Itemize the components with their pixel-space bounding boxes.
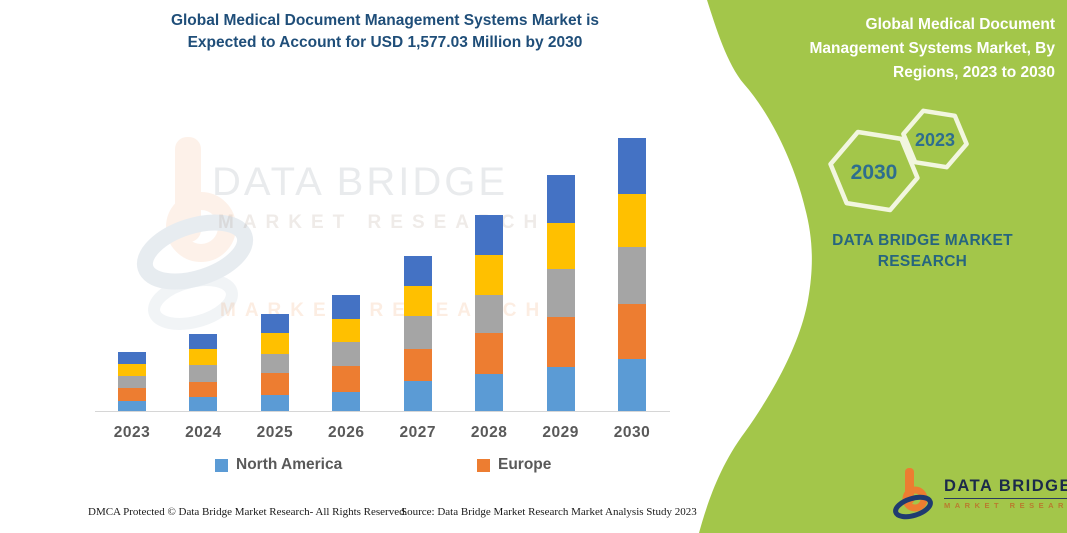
bar-segment-2024-north-america — [189, 396, 218, 411]
bar-segment-2026-europe — [332, 366, 361, 392]
bar-segment-2027-unlabeled-gray-region — [403, 315, 432, 350]
hexagon-2030 — [828, 129, 920, 213]
side-panel-heading: Global Medical Document Management Syste… — [809, 16, 1055, 81]
bar-segment-2024-unlabeled-gray-region — [189, 365, 218, 382]
bar-segment-2026-north-america — [332, 391, 361, 411]
bar-segment-2028-unlabeled-dark-blue-region — [475, 215, 504, 256]
bar-segment-2025-north-america — [260, 395, 289, 411]
bar-segment-2023-unlabeled-yellow-region — [118, 364, 146, 376]
logo-subtext: MARKET RESEARCH — [944, 500, 1067, 510]
bar-2030 — [618, 138, 646, 411]
bar-segment-2028-europe — [475, 333, 504, 374]
bar-2029 — [546, 175, 575, 411]
legend-label-europe: Europe — [498, 456, 552, 473]
hexagon-2023 — [901, 108, 969, 170]
bar-segment-2030-unlabeled-gray-region — [618, 247, 646, 305]
bar-segment-2023-europe — [118, 387, 146, 401]
legend-label-north-america: North America — [236, 456, 343, 473]
hexagon-year-2023: 2023 — [915, 130, 955, 150]
bar-segment-2029-unlabeled-yellow-region — [546, 223, 575, 270]
bar-segment-2029-unlabeled-gray-region — [546, 269, 575, 318]
legend-item-north-america: North America — [215, 456, 342, 474]
bar-segment-2026-unlabeled-yellow-region — [332, 319, 361, 342]
x-axis-labels: 2023 2024 2025 2026 2027 2028 2029 2030 — [95, 424, 670, 448]
bar-segment-2029-unlabeled-dark-blue-region — [546, 175, 575, 224]
bar-segment-2030-north-america — [618, 359, 646, 411]
bar-2027 — [403, 256, 432, 411]
bar-segment-2026-unlabeled-gray-region — [332, 341, 361, 367]
x-axis-label-2026: 2026 — [328, 424, 365, 441]
bar-segment-2028-north-america — [475, 373, 504, 411]
bar-2024 — [189, 334, 218, 411]
bar-2025 — [260, 313, 289, 411]
footer-source: Source: Data Bridge Market Research Mark… — [401, 506, 697, 518]
side-panel-brand-text: DATA BRIDGE MARKET RESEARCH — [832, 232, 1013, 270]
bar-segment-2027-unlabeled-yellow-region — [403, 286, 432, 316]
bar-segment-2030-unlabeled-dark-blue-region — [618, 138, 646, 195]
hexagon-years-graphic: 2023 2030 — [828, 108, 969, 213]
chart-title-line1: Global Medical Document Management Syste… — [170, 12, 600, 29]
bar-segment-2024-unlabeled-dark-blue-region — [189, 334, 218, 349]
bar-segment-2030-europe — [618, 304, 646, 360]
bar-segment-2027-europe — [403, 349, 432, 381]
x-axis-label-2029: 2029 — [542, 424, 579, 441]
legend-swatch-north-america — [215, 458, 228, 472]
stacked-bar-plot — [95, 130, 670, 411]
bar-segment-2023-unlabeled-gray-region — [118, 375, 146, 388]
x-axis-label-2024: 2024 — [185, 424, 222, 441]
x-axis-line — [95, 411, 670, 412]
bar-segment-2027-unlabeled-dark-blue-region — [403, 256, 432, 287]
bar-segment-2024-europe — [189, 381, 218, 397]
bar-2028 — [475, 215, 504, 411]
databridge-logo-mark — [893, 468, 933, 520]
hexagon-year-2030: 2030 — [851, 161, 898, 184]
bar-segment-2025-unlabeled-gray-region — [260, 354, 289, 374]
bar-segment-2027-north-america — [403, 380, 432, 411]
logo-name-text: DATA BRIDGE — [944, 477, 1067, 499]
bar-segment-2029-north-america — [546, 366, 575, 411]
x-axis-label-2023: 2023 — [113, 424, 151, 441]
bar-segment-2023-north-america — [118, 400, 146, 411]
bar-segment-2024-unlabeled-yellow-region — [189, 348, 218, 366]
bar-segment-2025-unlabeled-dark-blue-region — [260, 313, 289, 334]
bar-segment-2028-unlabeled-yellow-region — [475, 255, 504, 296]
x-axis-label-2025: 2025 — [256, 424, 294, 441]
bar-segment-2023-unlabeled-dark-blue-region — [118, 352, 146, 365]
x-axis-label-2028: 2028 — [470, 424, 508, 441]
bar-2026 — [332, 295, 361, 411]
bar-segment-2029-europe — [546, 317, 575, 367]
legend-swatch-europe — [477, 458, 490, 472]
bar-segment-2025-europe — [260, 373, 289, 396]
bar-segment-2028-unlabeled-gray-region — [475, 295, 504, 334]
bar-segment-2030-unlabeled-yellow-region — [618, 194, 646, 248]
x-axis-label-2030: 2030 — [613, 424, 651, 441]
chart-title-line2: Expected to Account for USD 1,577.03 Mil… — [187, 34, 583, 51]
chart-title: Global Medical Document Management Syste… — [85, 10, 685, 54]
bar-2023 — [118, 352, 146, 411]
bar-segment-2025-unlabeled-yellow-region — [260, 333, 289, 355]
green-blob-shape — [699, 0, 1067, 533]
footer-copyright: DMCA Protected © Data Bridge Market Rese… — [88, 506, 408, 518]
databridge-logo: DATA BRIDGE MARKET RESEARCH — [893, 466, 1067, 520]
bar-segment-2026-unlabeled-dark-blue-region — [332, 295, 361, 320]
x-axis-label-2027: 2027 — [399, 424, 436, 441]
legend-item-europe: Europe — [477, 456, 551, 474]
